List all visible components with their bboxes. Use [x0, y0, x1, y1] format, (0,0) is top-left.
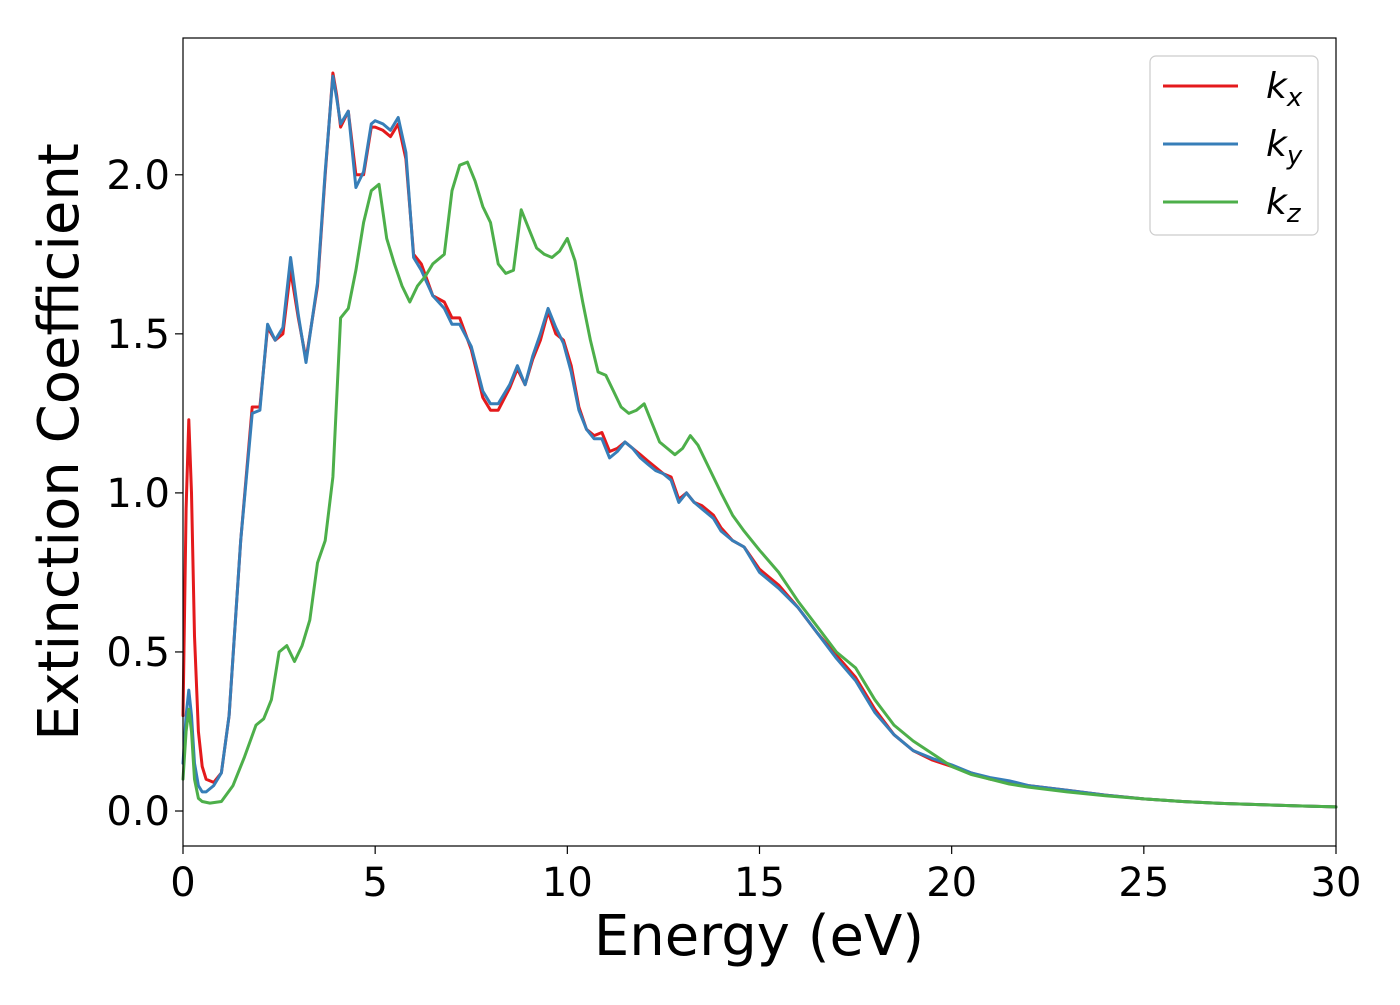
x-tick-label: 20 [926, 860, 977, 906]
x-tick-label: 30 [1311, 860, 1362, 906]
x-axis-title: Energy (eV) [594, 904, 924, 969]
series-line-ky [181, 74, 1338, 809]
series-layer [181, 71, 1338, 809]
series-line-kz [181, 160, 1338, 809]
y-axis: 0.0 0.5 1.0 1.5 2.0 [106, 153, 183, 835]
y-tick-label: 2.0 [106, 153, 170, 199]
x-axis: 0 5 10 15 20 25 30 [170, 846, 1361, 906]
legend-label-kx: kx [1266, 66, 1303, 113]
x-tick-label: 0 [170, 860, 195, 906]
x-tick-label: 5 [362, 860, 387, 906]
y-axis-title: Extinction Coefficient [27, 143, 92, 741]
y-tick-label: 1.5 [106, 312, 170, 358]
legend-label-ky: ky [1266, 124, 1303, 171]
x-tick-label: 15 [734, 860, 785, 906]
y-tick-label: 1.0 [106, 471, 170, 517]
series-line-kx [181, 71, 1338, 809]
y-tick-label: 0.0 [106, 789, 170, 835]
x-tick-label: 10 [542, 860, 593, 906]
x-tick-label: 25 [1118, 860, 1169, 906]
y-tick-label: 0.5 [106, 630, 170, 676]
